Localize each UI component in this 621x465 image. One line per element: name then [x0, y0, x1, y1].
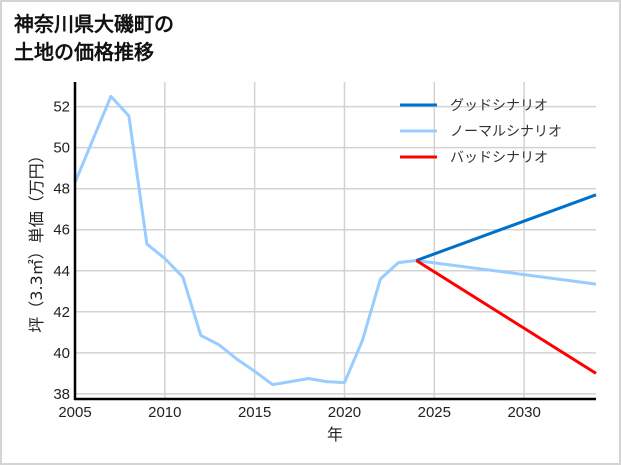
series-line — [73, 94, 597, 387]
y-tick-label: 44 — [53, 263, 70, 280]
legend-item: バッドシナリオ — [400, 150, 548, 166]
x-tick-label: 2015 — [238, 404, 271, 421]
y-axis-label: 坪（3.3㎡）単価（万円） — [27, 147, 46, 332]
series-lines — [73, 94, 597, 387]
y-tick-label: 42 — [53, 304, 70, 321]
legend-item: グッドシナリオ — [400, 98, 548, 114]
y-axis-ticks: 38 40 42 44 46 48 50 52 — [53, 99, 70, 403]
legend-label: グッドシナリオ — [450, 98, 548, 114]
legend-item: ノーマルシナリオ — [400, 124, 562, 140]
axes — [73, 82, 596, 401]
x-tick-label: 2020 — [328, 404, 361, 421]
x-axis-label: 年 — [327, 425, 343, 444]
chart-title: 神奈川県大磯町の 土地の価格推移 — [14, 12, 174, 64]
y-tick-label: 50 — [53, 140, 70, 157]
series-line — [415, 193, 597, 262]
y-tick-label: 48 — [53, 181, 70, 198]
y-tick-label: 38 — [53, 386, 70, 403]
legend-label: ノーマルシナリオ — [450, 124, 562, 140]
y-tick-label: 40 — [53, 345, 70, 362]
legend-label: バッドシナリオ — [450, 150, 548, 166]
x-tick-label: 2025 — [418, 404, 451, 421]
x-axis-ticks: 2005 2010 2015 2020 2025 2030 — [58, 404, 541, 421]
x-tick-label: 2005 — [58, 404, 91, 421]
y-tick-label: 52 — [53, 99, 70, 116]
x-tick-label: 2030 — [507, 404, 540, 421]
x-tick-label: 2010 — [148, 404, 181, 421]
y-tick-label: 46 — [53, 222, 70, 239]
series-line — [415, 259, 597, 375]
